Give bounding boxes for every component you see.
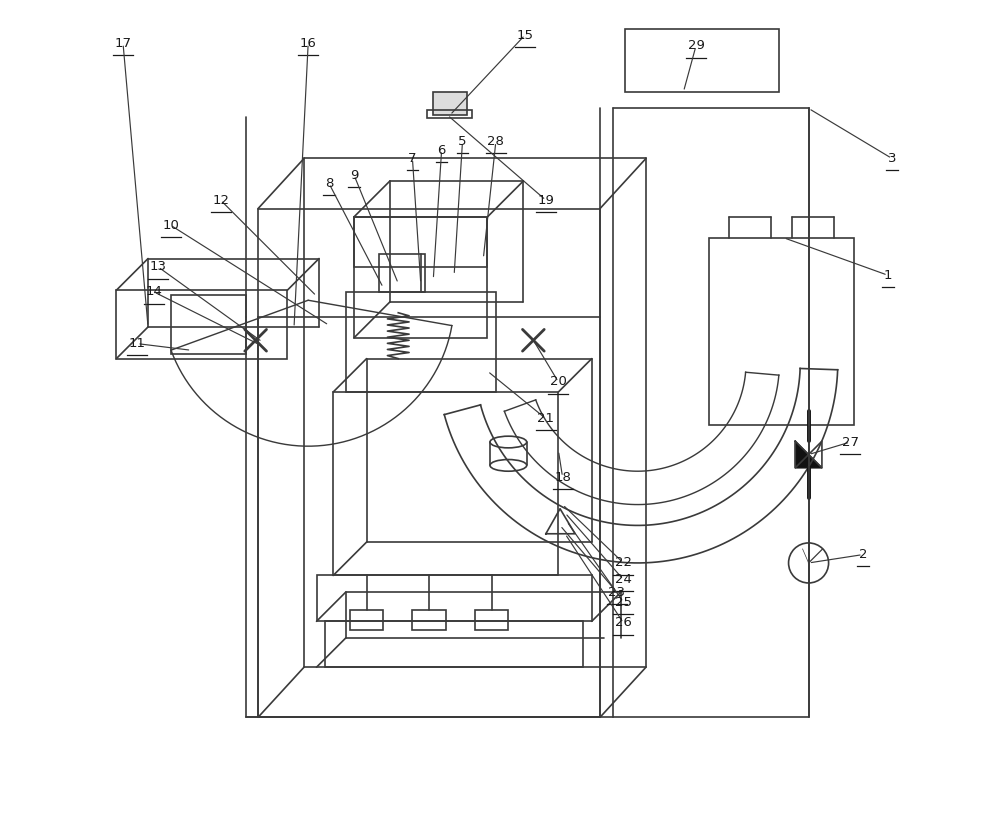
Bar xyxy=(350,610,383,630)
Polygon shape xyxy=(795,441,822,468)
Bar xyxy=(354,217,487,267)
Bar xyxy=(475,610,508,630)
Text: 13: 13 xyxy=(150,260,167,274)
Bar xyxy=(325,621,583,667)
Bar xyxy=(171,295,246,354)
Text: 28: 28 xyxy=(487,135,504,148)
Text: 3: 3 xyxy=(888,152,896,165)
Text: 1: 1 xyxy=(884,269,892,282)
Text: 24: 24 xyxy=(615,573,632,586)
Ellipse shape xyxy=(490,436,527,448)
Text: 18: 18 xyxy=(554,470,571,484)
Text: 10: 10 xyxy=(162,219,179,232)
Bar xyxy=(412,610,446,630)
Text: 29: 29 xyxy=(688,39,704,53)
Bar xyxy=(433,92,467,115)
Text: 26: 26 xyxy=(615,616,632,630)
Bar xyxy=(427,110,472,118)
Text: 7: 7 xyxy=(408,152,417,165)
Ellipse shape xyxy=(490,460,527,471)
Text: 21: 21 xyxy=(537,412,554,425)
Text: 9: 9 xyxy=(350,168,358,182)
Bar xyxy=(625,29,779,92)
Text: 11: 11 xyxy=(129,337,146,350)
Bar xyxy=(379,254,425,292)
Text: 16: 16 xyxy=(300,37,317,50)
Text: 2: 2 xyxy=(859,548,867,561)
Text: 15: 15 xyxy=(517,28,534,42)
Text: 17: 17 xyxy=(115,37,132,50)
Bar xyxy=(346,292,496,392)
Bar xyxy=(116,290,287,359)
Text: 8: 8 xyxy=(325,177,333,190)
Text: 14: 14 xyxy=(145,285,162,299)
Text: 19: 19 xyxy=(537,193,554,207)
Text: 25: 25 xyxy=(615,595,632,609)
Text: 27: 27 xyxy=(842,435,859,449)
Bar xyxy=(317,575,592,621)
Bar xyxy=(333,392,558,575)
Circle shape xyxy=(789,543,829,583)
Bar xyxy=(708,238,854,425)
Text: 20: 20 xyxy=(550,375,567,389)
Text: 12: 12 xyxy=(212,193,229,207)
Text: 22: 22 xyxy=(615,556,632,570)
Bar xyxy=(354,217,487,338)
Text: 5: 5 xyxy=(458,135,467,148)
Text: 6: 6 xyxy=(437,143,446,157)
Text: 23: 23 xyxy=(608,585,625,599)
